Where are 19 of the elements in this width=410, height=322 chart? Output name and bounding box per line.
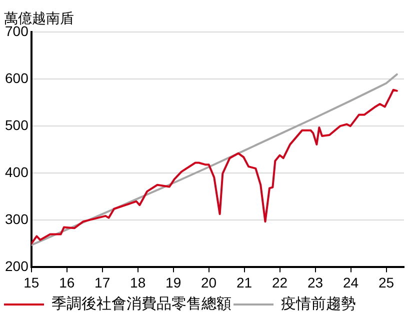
legend-label: 季調後社會消費品零售總額	[52, 296, 232, 313]
x-tick-label: 18	[130, 274, 146, 290]
x-tick-label: 21	[236, 274, 252, 290]
x-tick-label: 22	[272, 274, 288, 290]
x-tick-label: 25	[378, 274, 394, 290]
y-tick-label: 200	[5, 258, 29, 274]
y-tick-label: 300	[5, 211, 29, 228]
y-tick-label: 500	[5, 116, 29, 133]
x-tick-label: 24	[342, 274, 359, 290]
x-tick-label: 20	[201, 274, 217, 290]
x-tick-label: 16	[59, 274, 75, 290]
x-tick-label: 15	[24, 274, 40, 290]
y-tick-label: 400	[5, 164, 29, 180]
y-axis-title: 萬億越南盾	[4, 10, 74, 26]
legend-label: 疫情前趨勢	[281, 296, 356, 313]
x-tick-label: 23	[307, 274, 324, 290]
x-tick-label: 17	[94, 274, 110, 290]
x-tick-label: 19	[166, 274, 182, 290]
y-tick-label: 600	[5, 70, 29, 86]
